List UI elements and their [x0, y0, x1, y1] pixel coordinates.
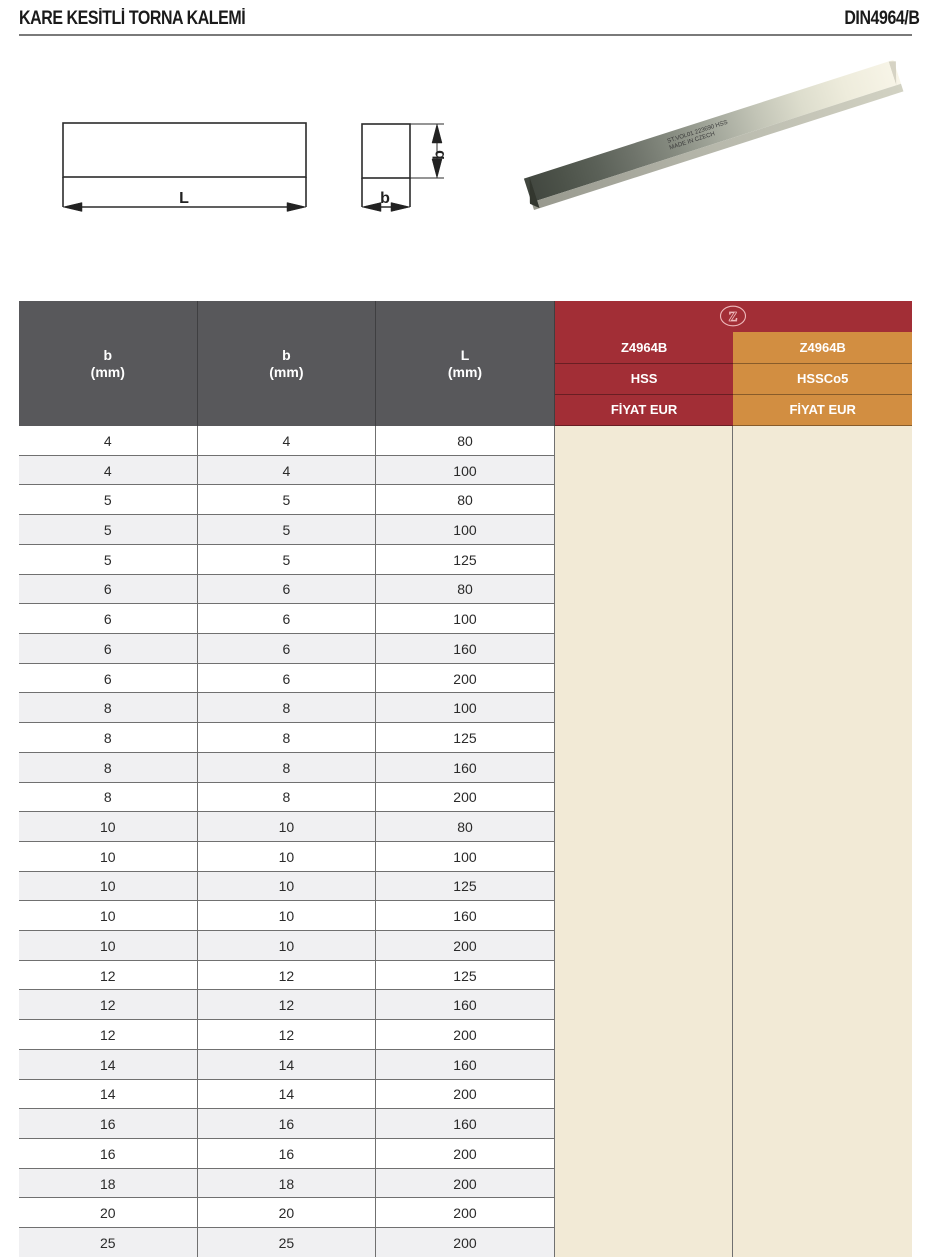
svg-text:Z: Z	[729, 309, 738, 324]
svg-text:b: b	[380, 190, 390, 207]
svg-text:b: b	[431, 150, 448, 160]
svg-text:L: L	[179, 190, 189, 207]
